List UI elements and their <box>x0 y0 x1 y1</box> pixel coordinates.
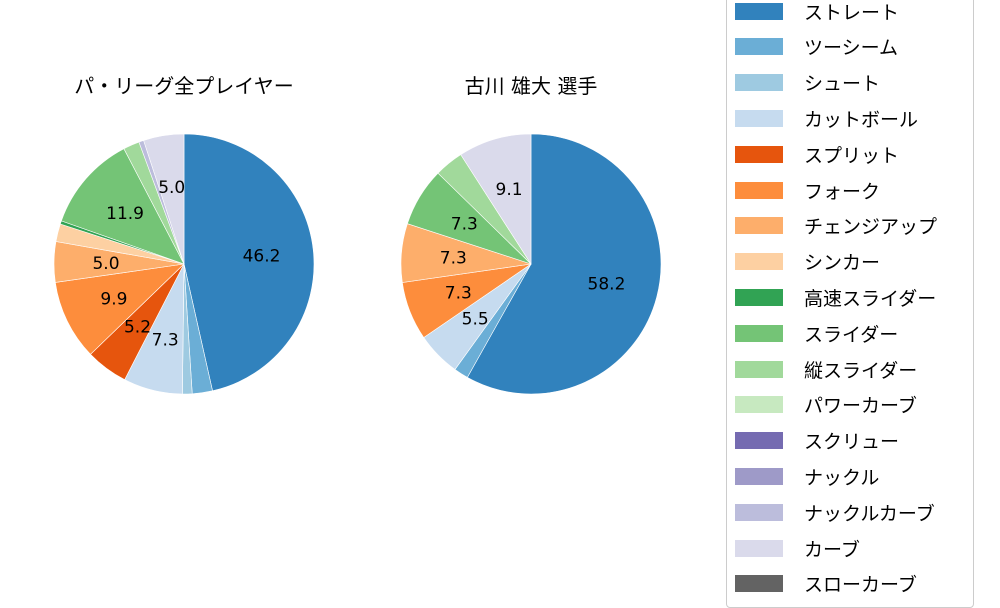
legend-swatch <box>735 288 783 306</box>
legend-label: スクリュー <box>804 431 900 454</box>
legend-item: スライダー <box>735 315 898 351</box>
pie-slice <box>54 263 185 355</box>
legend-swatch <box>735 467 783 485</box>
legend-item: フォーク <box>735 172 880 208</box>
legend-label: カットボール <box>804 108 919 131</box>
legend-item: 縦スライダー <box>735 351 917 387</box>
slice-label: 7.3 <box>445 283 472 303</box>
pie-slice <box>143 133 185 265</box>
slice-label: 5.0 <box>92 254 119 274</box>
slice-label: 9.9 <box>100 289 127 309</box>
legend-item: チェンジアップ <box>735 208 937 244</box>
legend: ストレートツーシームシュートカットボール スプリットフォークチェンジアップ シンカー… <box>726 0 974 608</box>
legend-swatch <box>735 145 783 163</box>
legend-swatch <box>735 74 783 92</box>
pie-slice <box>60 148 185 265</box>
legend-item: ナックルカーブ <box>735 494 935 530</box>
legend-label: シュート <box>804 73 881 96</box>
legend-item: カットボール <box>735 100 918 136</box>
legend-label: フォーク <box>804 180 881 203</box>
legend-label: スライダー <box>804 323 899 346</box>
slice-label: 5.0 <box>158 178 185 198</box>
legend-label: 高速スライダー <box>804 287 937 310</box>
legend-item: スローカーブ <box>735 566 917 602</box>
legend-swatch <box>735 575 783 593</box>
legend-label: ストレート <box>804 1 900 24</box>
legend-label: 縦スライダー <box>804 359 918 382</box>
legend-swatch <box>735 109 783 127</box>
legend-swatch <box>735 253 783 271</box>
legend-swatch <box>735 539 783 557</box>
legend-swatch <box>735 217 783 235</box>
pie-slice <box>183 133 315 392</box>
legend-item: シュート <box>735 65 880 101</box>
legend-swatch <box>735 38 783 56</box>
slice-label: 58.2 <box>588 275 626 295</box>
legend-label: ナックルカーブ <box>804 502 935 525</box>
legend-item: シンカー <box>735 244 880 280</box>
left-pie-title: パ・リーグ全プレイヤー <box>74 74 294 98</box>
slice-label: 9.1 <box>496 180 523 200</box>
slice-label: 7.3 <box>451 215 478 235</box>
slice-label: 46.2 <box>243 246 281 266</box>
slice-label: 7.3 <box>440 248 467 268</box>
slice-label: 11.9 <box>106 204 144 224</box>
pie-charts: 46.27.35.29.95.011.95.0 58.25.57.37.37.3… <box>53 133 662 395</box>
legend-item: 高速スライダー <box>735 279 936 315</box>
slice-label: 7.3 <box>152 331 179 351</box>
right-pie-chart: 58.2 5.5 7.3 7.3 7.3 9.1 <box>400 133 662 395</box>
legend-swatch <box>735 2 783 20</box>
legend-label: スプリット <box>804 144 900 167</box>
legend-item: パワーカーブ <box>735 387 917 423</box>
legend-label: スローカーブ <box>804 574 917 597</box>
legend-swatch <box>735 503 783 521</box>
legend-label: カーブ <box>804 538 860 561</box>
right-pie-title: 古川 雄大 選手 <box>464 74 598 98</box>
pie-slice <box>466 133 662 395</box>
slice-label: 5.2 <box>124 318 151 338</box>
legend-label: パワーカーブ <box>804 395 917 418</box>
legend-swatch <box>735 360 783 378</box>
pie-slice <box>460 133 532 266</box>
legend-swatch <box>735 432 783 450</box>
legend-label: シンカー <box>804 252 881 275</box>
legend-item: ナックル <box>735 458 879 494</box>
legend-swatch <box>735 324 783 342</box>
legend-item: スクリュー <box>735 423 899 459</box>
legend-swatch <box>735 396 783 414</box>
legend-item: カーブ <box>735 530 860 566</box>
legend-swatch <box>735 181 783 199</box>
left-pie-chart: 46.2 7.35.2 9.9 5.0 11.9 5.0 <box>53 133 315 395</box>
slice-label: 5.5 <box>462 310 489 330</box>
legend-item: ツーシーム <box>735 29 898 65</box>
legend-label: ツーシーム <box>804 37 899 60</box>
legend-item: ストレート <box>735 0 899 29</box>
legend-item: スプリット <box>735 136 899 172</box>
legend-label: ナックル <box>804 466 880 489</box>
legend-label: チェンジアップ <box>804 216 938 239</box>
